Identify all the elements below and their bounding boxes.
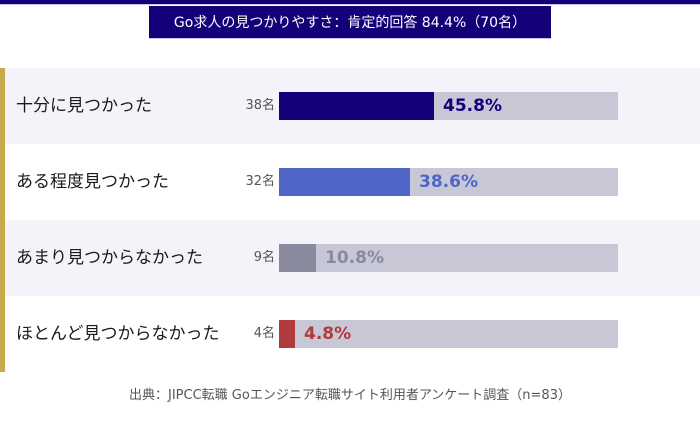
bar-track: 4.8% (279, 320, 618, 348)
value-label: 4.8% (304, 324, 352, 344)
bar (279, 244, 316, 272)
bar-track: 38.6% (279, 168, 618, 196)
bar-row: ほとんど見つからなかった 4名 4.8% (5, 296, 700, 372)
value-label: 38.6% (419, 172, 478, 192)
bar (279, 320, 295, 348)
bar-track: 10.8% (279, 244, 618, 272)
category-label: あまり見つからなかった (16, 248, 203, 268)
bar-row: ある程度見つかった 32名 38.6% (5, 144, 700, 220)
value-label: 10.8% (325, 248, 384, 268)
top-divider (0, 4, 700, 5)
count-label: 38名 (245, 98, 275, 113)
bar-row: あまり見つからなかった 9名 10.8% (5, 220, 700, 296)
bar-row: 十分に見つかった 38名 45.8% (5, 68, 700, 144)
category-label: ほとんど見つからなかった (16, 324, 220, 344)
value-label: 45.8% (443, 96, 502, 116)
count-label: 4名 (253, 326, 275, 341)
bar-track: 45.8% (279, 92, 618, 120)
count-label: 32名 (245, 174, 275, 189)
accent-bar (0, 68, 5, 372)
category-label: ある程度見つかった (16, 172, 169, 192)
category-label: 十分に見つかった (16, 96, 152, 116)
source-note: 出典：JIPCC転職 Goエンジニア転職サイト利用者アンケート調査（n=83） (129, 388, 571, 403)
chart-title: Go求人の見つかりやすさ：肯定的回答 84.4%（70名） (149, 6, 551, 38)
top-band (0, 0, 700, 4)
bar (279, 92, 434, 120)
bar (279, 168, 410, 196)
count-label: 9名 (253, 250, 275, 265)
